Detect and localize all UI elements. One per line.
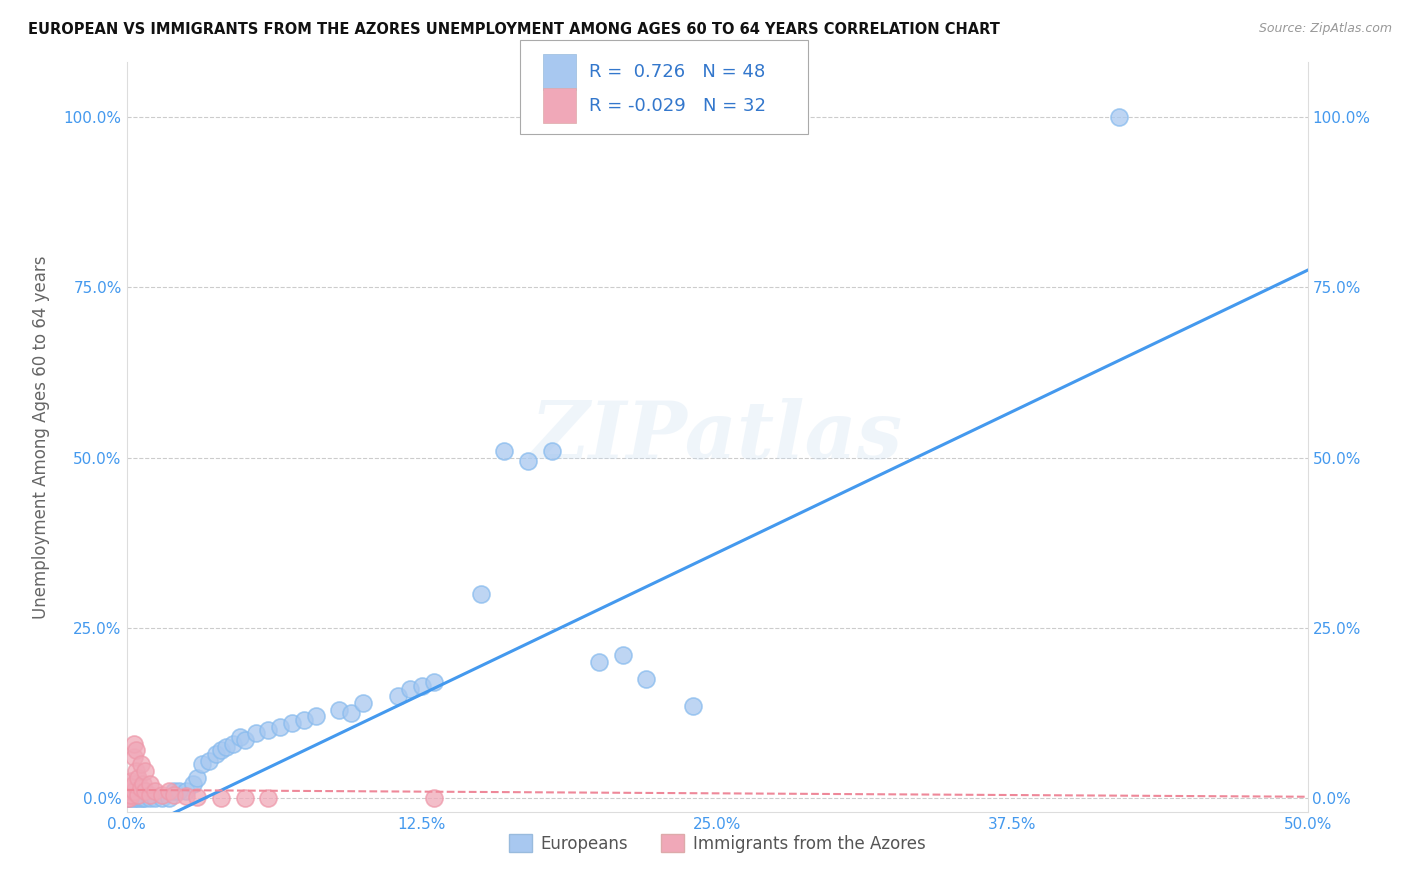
Text: R =  0.726   N = 48: R = 0.726 N = 48 (589, 62, 765, 80)
Point (540, 443, 562, 458)
Point (494, 443, 516, 458)
Point (422, 791, 444, 805)
Point (134, 784, 156, 798)
Point (157, 791, 180, 805)
Point (132, 777, 155, 791)
Point (205, 747, 228, 761)
Point (120, 780, 142, 795)
Point (120, 788, 142, 802)
Point (304, 709, 326, 723)
Text: EUROPEAN VS IMMIGRANTS FROM THE AZORES UNEMPLOYMENT AMONG AGES 60 TO 64 YEARS CO: EUROPEAN VS IMMIGRANTS FROM THE AZORES U… (28, 22, 1000, 37)
Point (215, 739, 238, 754)
Point (143, 784, 166, 798)
Point (127, 771, 149, 785)
Point (122, 784, 145, 798)
Y-axis label: Unemployment Among Ages 60 to 64 years: Unemployment Among Ages 60 to 64 years (32, 255, 49, 619)
Point (186, 789, 208, 804)
Point (122, 777, 145, 791)
Point (257, 723, 280, 737)
Point (115, 791, 138, 805)
Point (118, 784, 141, 798)
Point (118, 791, 141, 805)
Point (233, 733, 256, 747)
Point (186, 771, 208, 785)
Point (163, 784, 186, 798)
Point (411, 679, 433, 693)
Point (222, 737, 245, 751)
Point (1108, 110, 1130, 124)
Point (129, 780, 152, 795)
Point (198, 754, 221, 768)
Point (122, 737, 145, 751)
Point (636, 672, 658, 686)
Text: R = -0.029   N = 32: R = -0.029 N = 32 (589, 96, 766, 114)
Point (134, 791, 156, 805)
Point (120, 774, 142, 789)
Point (340, 706, 363, 720)
Point (181, 777, 204, 791)
Point (269, 720, 291, 734)
Point (150, 788, 173, 802)
Point (257, 791, 280, 805)
Point (139, 777, 162, 791)
Point (134, 764, 156, 778)
Point (281, 716, 304, 731)
Point (245, 726, 267, 740)
Point (292, 713, 315, 727)
Point (125, 743, 148, 757)
Point (132, 791, 155, 805)
Point (127, 788, 149, 802)
Point (115, 791, 138, 805)
Point (122, 750, 145, 764)
Point (125, 791, 148, 805)
Point (399, 682, 422, 697)
Point (167, 784, 190, 798)
Legend: Europeans, Immigrants from the Azores: Europeans, Immigrants from the Azores (502, 828, 932, 860)
Text: ZIPatlas: ZIPatlas (531, 399, 903, 475)
Point (470, 587, 492, 601)
Point (127, 791, 149, 805)
Point (174, 789, 197, 803)
Point (209, 791, 232, 805)
Point (682, 699, 704, 714)
Point (129, 757, 152, 772)
Point (191, 757, 214, 772)
Point (209, 743, 232, 757)
Point (352, 696, 374, 710)
Point (229, 730, 252, 744)
Point (143, 791, 166, 805)
Point (233, 791, 256, 805)
Point (125, 764, 148, 778)
Point (517, 454, 540, 468)
Point (387, 689, 409, 703)
Point (612, 648, 634, 662)
Point (163, 788, 186, 802)
Point (588, 655, 610, 669)
Point (118, 791, 141, 805)
Point (174, 784, 197, 798)
Point (115, 788, 138, 802)
Point (157, 784, 180, 798)
Point (422, 675, 444, 690)
Point (129, 791, 152, 805)
Point (150, 791, 173, 805)
Point (139, 788, 162, 802)
Point (120, 791, 142, 805)
Point (139, 791, 162, 805)
Point (122, 791, 145, 805)
Point (328, 702, 350, 716)
Text: Source: ZipAtlas.com: Source: ZipAtlas.com (1258, 22, 1392, 36)
